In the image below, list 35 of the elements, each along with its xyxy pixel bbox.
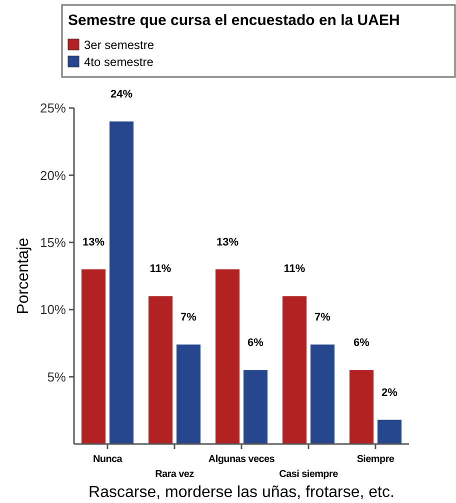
x-tick-label: Algunas veces (208, 454, 276, 465)
legend-label: 3er semestre (84, 38, 154, 52)
bar (216, 269, 240, 444)
y-tick-label: 10% (40, 302, 66, 318)
bar (82, 269, 106, 444)
legend-title: Semestre que cursa el encuestado en la UAEH (68, 12, 400, 29)
bar (282, 296, 306, 444)
bar (378, 420, 402, 444)
y-axis-title: Porcentaje (15, 238, 32, 314)
data-label: 11% (150, 263, 172, 276)
data-label: 6% (354, 337, 370, 350)
data-label: 13% (82, 236, 105, 248)
bar (176, 344, 200, 444)
data-label: 13% (216, 236, 239, 248)
x-tick-label: Nunca (92, 454, 123, 465)
y-tick-label: 15% (40, 234, 66, 250)
x-tick-label: Casi siempre (279, 469, 339, 480)
x-tick-label: Siempre (356, 454, 395, 465)
data-label: 7% (314, 312, 331, 324)
bar (350, 370, 374, 444)
y-tick-label: 5% (47, 369, 66, 384)
data-label: 24% (110, 88, 133, 100)
bar (110, 121, 134, 444)
y-tick-label: 20% (40, 168, 66, 183)
bar (244, 370, 268, 444)
bar (148, 296, 172, 444)
y-tick-label: 25% (40, 100, 66, 116)
legend-label: 4to semestre (84, 55, 154, 69)
data-label: 11% (284, 263, 306, 276)
x-axis-title: Rascarse, morderse las uñas, frotarse, etc. (88, 484, 394, 501)
x-tick-label: Rara vez (155, 469, 194, 480)
data-label: 2% (382, 386, 398, 399)
bar (310, 344, 334, 444)
data-label: 6% (248, 337, 264, 350)
data-label: 7% (180, 312, 197, 324)
